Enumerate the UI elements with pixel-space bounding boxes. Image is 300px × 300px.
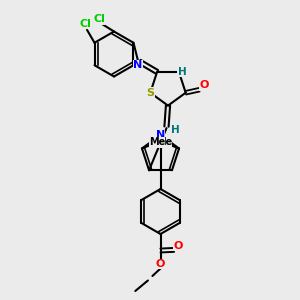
Text: Cl: Cl — [80, 19, 92, 29]
Text: Me: Me — [149, 137, 165, 148]
Text: S: S — [146, 88, 154, 98]
Text: H: H — [178, 67, 186, 77]
Text: O: O — [174, 241, 183, 251]
Text: Me: Me — [156, 137, 172, 148]
Text: H: H — [170, 124, 179, 135]
Text: N: N — [156, 130, 165, 140]
Text: N: N — [134, 60, 142, 70]
Text: O: O — [200, 80, 209, 90]
Text: O: O — [156, 259, 165, 269]
Text: Cl: Cl — [93, 14, 105, 25]
